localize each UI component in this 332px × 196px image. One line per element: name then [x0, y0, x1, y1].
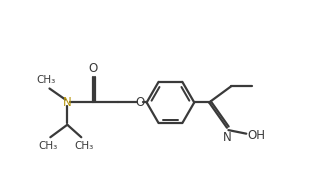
Text: O: O: [88, 62, 97, 75]
Text: CH₃: CH₃: [74, 141, 93, 151]
Text: N: N: [222, 131, 231, 144]
Text: CH₃: CH₃: [37, 75, 56, 85]
Text: N: N: [63, 96, 72, 109]
Text: OH: OH: [248, 129, 266, 142]
Text: CH₃: CH₃: [39, 141, 58, 151]
Text: O: O: [135, 96, 145, 109]
